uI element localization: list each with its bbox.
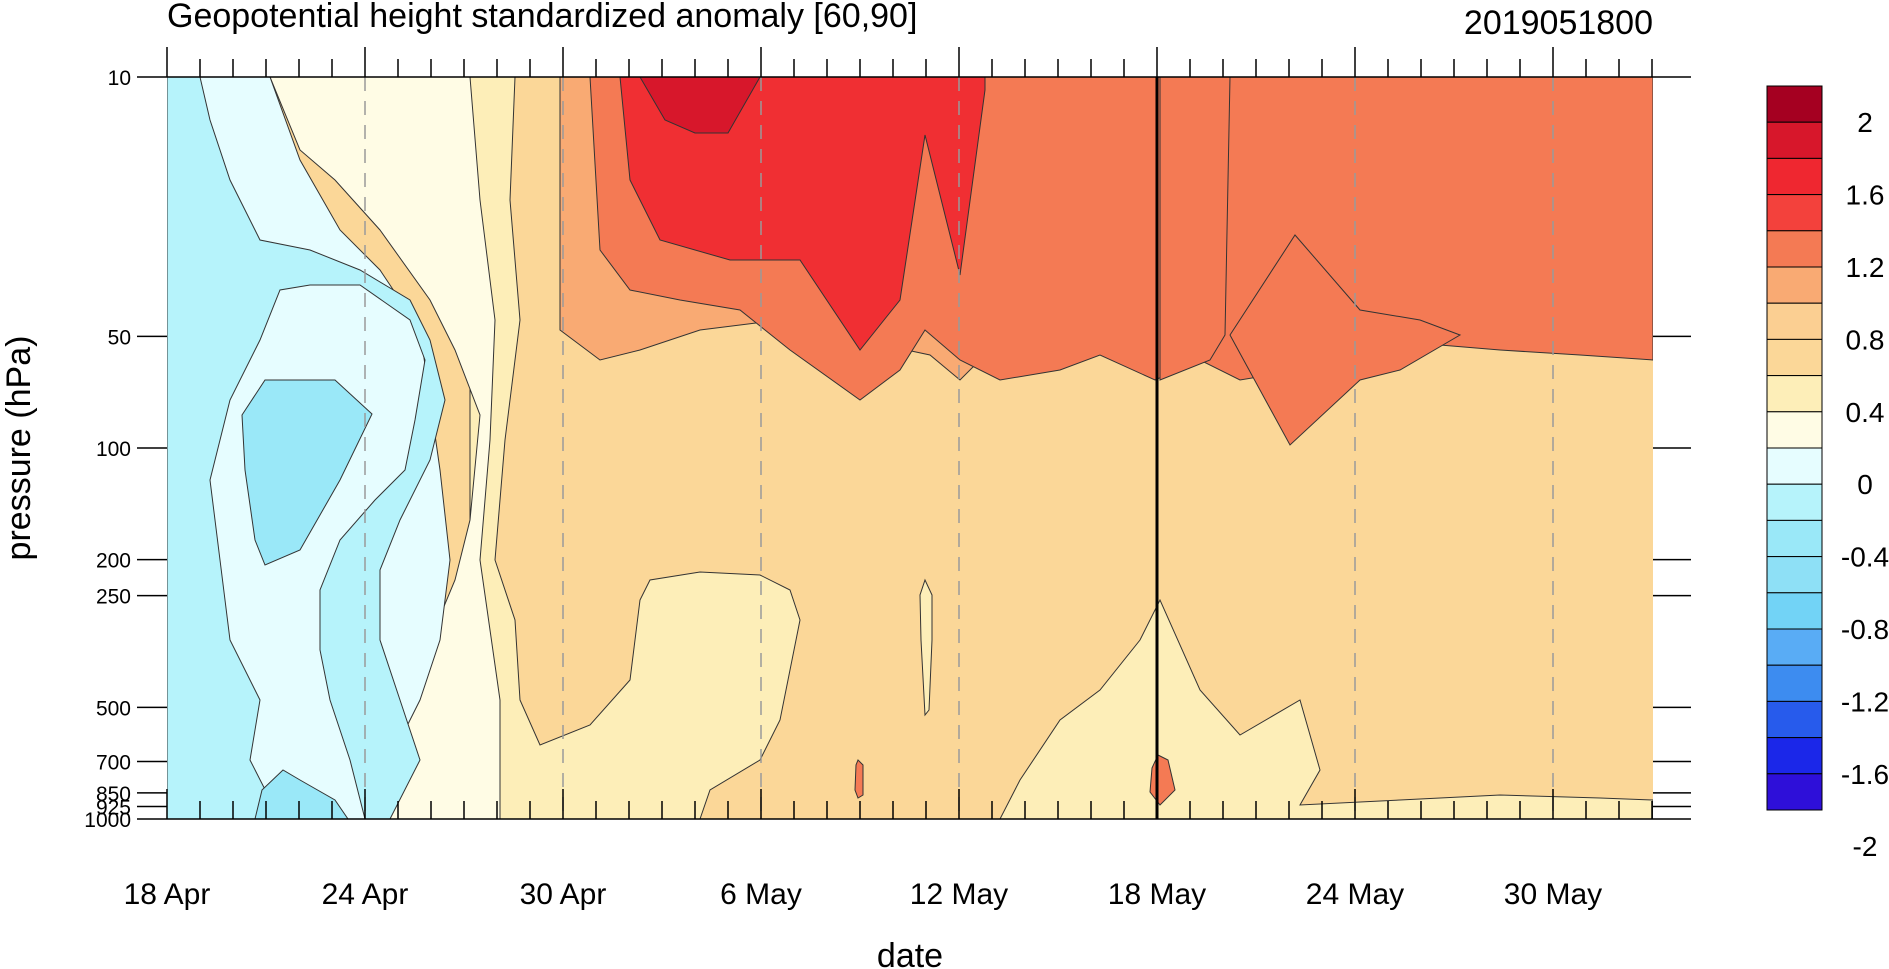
y-tick-label: 700 [96, 752, 131, 775]
colorbar-label: -1.6 [1841, 759, 1889, 790]
colorbar-label: 1.2 [1846, 252, 1885, 283]
contour-fills [167, 77, 1653, 819]
x-tick-label: 12 May [910, 878, 1008, 911]
y-tick-label: 200 [96, 550, 131, 573]
y-tick-label: 100 [96, 438, 131, 461]
fill-1.6 [619, 77, 986, 351]
colorbar-swatch [1766, 411, 1823, 449]
y-tick-label: 925 [96, 796, 131, 819]
colorbar-swatch [1766, 157, 1823, 196]
fill-2 [639, 77, 761, 134]
colorbar-swatch [1766, 664, 1823, 702]
colorbar-swatch [1766, 773, 1823, 811]
colorbar-swatch [1766, 121, 1823, 159]
y-axis-label: pressure (hPa) [0, 336, 38, 561]
y-tick-label: 850 [96, 783, 131, 806]
cell-b [854, 759, 864, 799]
date-gridlines [364, 77, 1554, 819]
colorbar-label: -0.8 [1841, 614, 1889, 645]
date-stamp: 2019051800 [1464, 4, 1653, 42]
colorbar-label: 0.8 [1846, 324, 1885, 355]
colorbar-swatch [1766, 230, 1823, 268]
colorbar-swatch [1766, 700, 1823, 739]
x-tick-label: 30 May [1504, 878, 1602, 911]
colorbar-swatch [1766, 483, 1823, 521]
colorbar-swatch [1766, 737, 1823, 775]
colorbar-swatch [1766, 85, 1823, 123]
plot-frame [167, 76, 1653, 820]
colorbar-swatch [1766, 266, 1823, 304]
colorbar-label: -1.2 [1841, 686, 1889, 717]
x-tick-label: 6 May [720, 878, 802, 911]
x-tick-label: 30 Apr [520, 878, 607, 911]
y-tick-label: 1000 [84, 809, 131, 832]
y-tick-label: 250 [96, 586, 131, 609]
y-tick-label: 50 [108, 326, 131, 349]
x-tick-label: 18 May [1108, 878, 1206, 911]
colorbar-swatch [1766, 194, 1823, 232]
colorbar-swatch [1766, 628, 1823, 666]
colorbar-swatch [1766, 375, 1823, 413]
cell-a [919, 578, 933, 717]
colorbar-label: -0.4 [1841, 542, 1889, 573]
colorbar-label: 0.4 [1846, 397, 1885, 428]
x-tick-label: 24 Apr [322, 878, 409, 911]
x-tick-label: 18 Apr [124, 878, 211, 911]
colorbar-label: -2 [1853, 831, 1878, 862]
fill-1.6b [1159, 77, 1231, 381]
fill-diamond [1229, 234, 1462, 446]
x-axis: 18 Apr 24 Apr 30 Apr 6 May 12 May 18 May 24 Ma… [124, 47, 1653, 911]
colorbar-swatch [1766, 338, 1823, 377]
x-axis-label: date [877, 937, 943, 969]
chart-title: Geopotential height standardized anomaly… [167, 0, 917, 35]
fill-minus-0.6 [241, 379, 373, 566]
colorbar-swatch [1766, 519, 1823, 558]
y-tick-label: 10 [108, 67, 131, 90]
fill-0.4 [469, 77, 801, 819]
colorbar: 2 1.6 1.2 0.8 0.4 0 -0.4 -0.8 -1.2 -1.6 -2 [1766, 85, 1889, 862]
colorbar-label: 1.6 [1846, 180, 1885, 211]
colorbar-swatch [1766, 556, 1823, 594]
y-tick-label: 500 [96, 697, 131, 720]
colorbar-label: 0 [1857, 469, 1873, 500]
fill-minus-0.2 [167, 77, 446, 819]
colorbar-swatch [1766, 302, 1823, 340]
fill-minus-0.6-low [254, 769, 349, 819]
colorbar-label: 2 [1857, 107, 1873, 138]
x-tick-label: 24 May [1306, 878, 1404, 911]
colorbar-swatch [1766, 447, 1823, 485]
colorbar-swatch [1766, 592, 1823, 630]
